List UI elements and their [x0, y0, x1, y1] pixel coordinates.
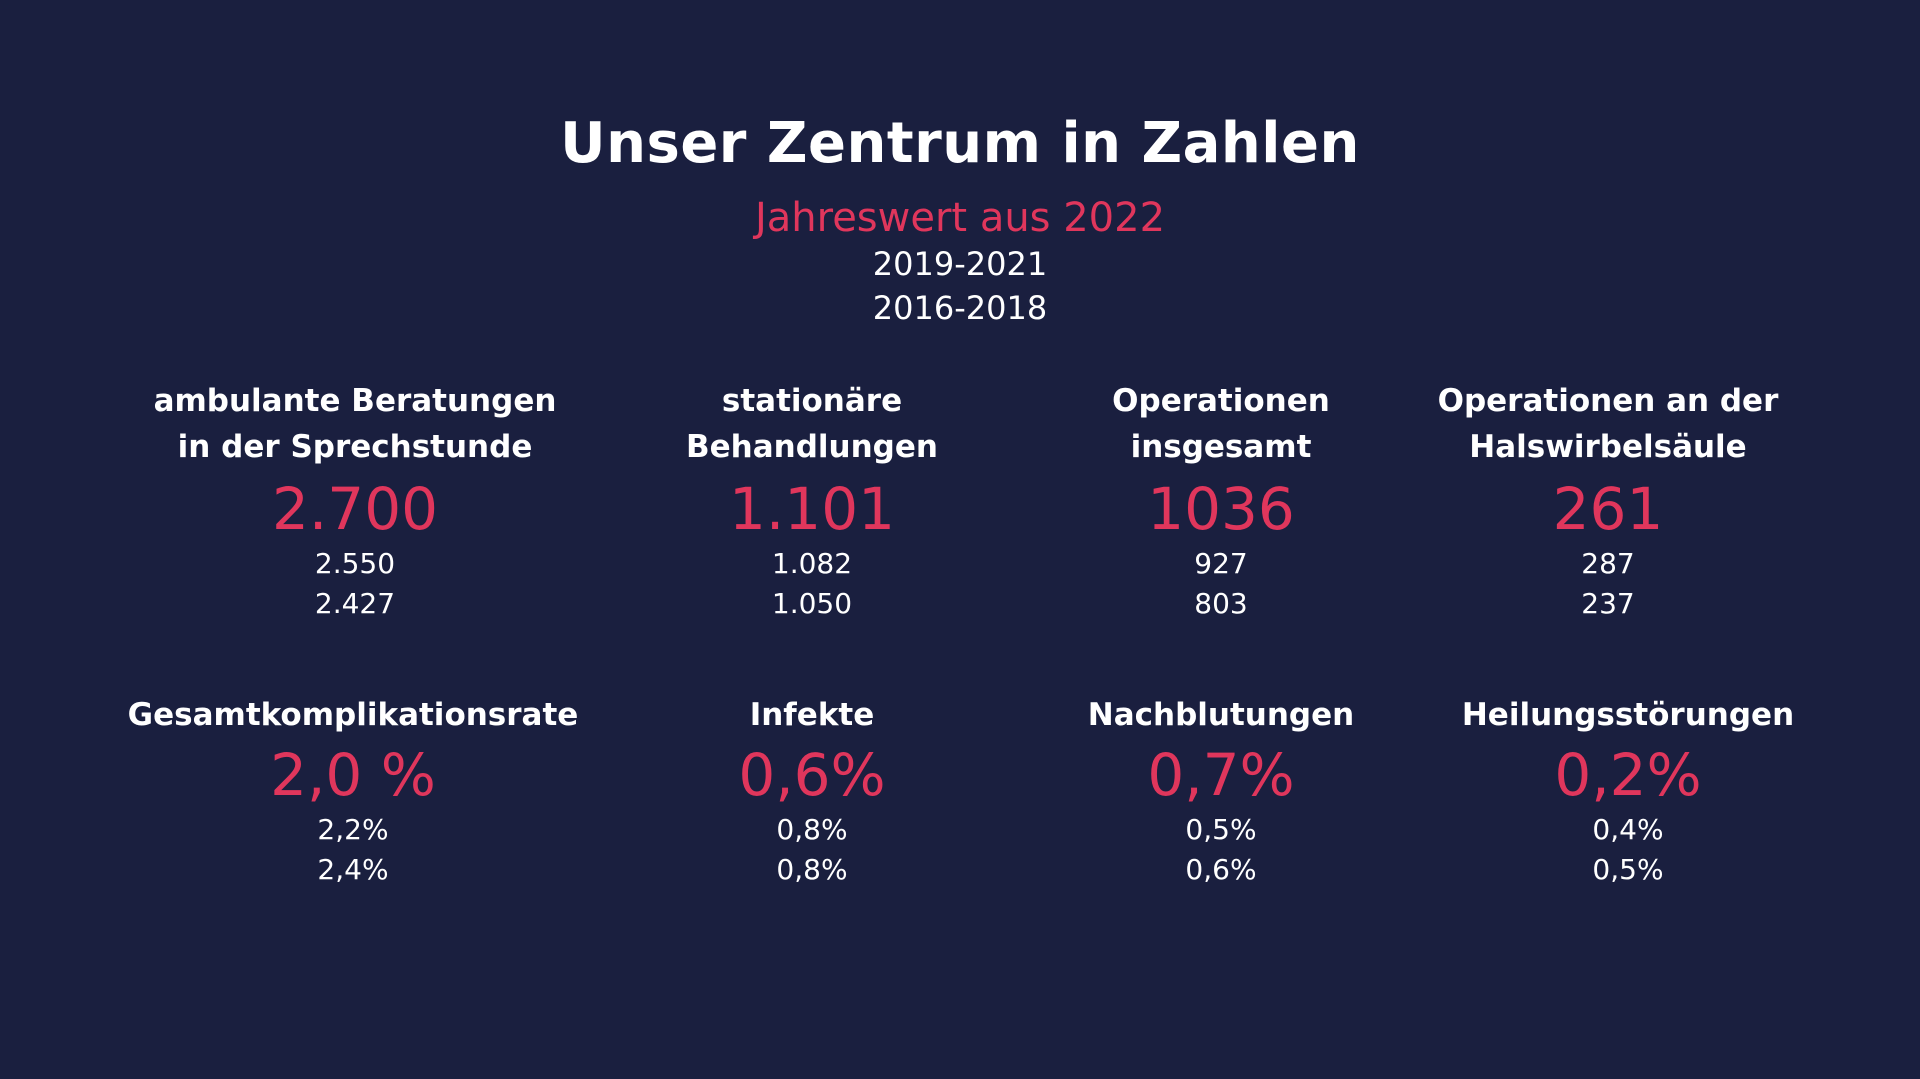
stat-label: Operationen insgesamt — [991, 378, 1451, 470]
stat-value-2016-2018: 237 — [1581, 587, 1635, 620]
stat-value-2022: 0,6% — [738, 741, 886, 809]
stat-value-2022: 2.700 — [271, 475, 439, 543]
stat-value-2016-2018: 0,8% — [776, 853, 848, 886]
stat-value-2016-2018: 2,4% — [317, 853, 389, 886]
legend-current-year: Jahreswert aus 2022 — [754, 195, 1166, 241]
stat-value-2016-2018: 0,6% — [1185, 853, 1257, 886]
stat-value-2019-2021: 0,8% — [776, 813, 848, 846]
stat-value-2019-2021: 2.550 — [314, 547, 396, 580]
stat-value-2019-2021: 0,4% — [1592, 813, 1664, 846]
stat-label: Infekte — [749, 697, 875, 733]
stat-value-2016-2018: 2.427 — [314, 587, 396, 620]
stat-value-2016-2018: 803 — [1194, 587, 1248, 620]
stat-value-2016-2018: 0,5% — [1592, 853, 1664, 886]
stat-label-line: Operationen an der — [1437, 383, 1779, 419]
stat-card-gesamtkomplikationsrate: Gesamtkomplikationsrate 2,0 % 2,2% 2,4% — [123, 692, 583, 890]
stat-value-2022: 1.101 — [728, 475, 896, 543]
stat-value-2022: 2,0 % — [270, 741, 436, 809]
stat-value-2022: 0,2% — [1554, 741, 1702, 809]
stat-value-2019-2021: 287 — [1581, 547, 1635, 580]
page-title: Unser Zentrum in Zahlen — [560, 111, 1360, 176]
stat-label-line: stationäre — [721, 383, 903, 419]
stat-value-2019-2021: 1.082 — [771, 547, 853, 580]
stat-value-2019-2021: 927 — [1194, 547, 1248, 580]
legend: Jahreswert aus 2022 2019-2021 2016-2018 — [0, 194, 1920, 330]
stat-value-2022: 1036 — [1147, 475, 1295, 543]
header: Unser Zentrum in Zahlen Jahreswert aus 2… — [0, 108, 1920, 330]
stat-label: stationäre Behandlungen — [582, 378, 1042, 470]
stat-label-line: ambulante Beratungen — [153, 383, 557, 419]
stat-card-heilungsstoerungen: Heilungsstörungen 0,2% 0,4% 0,5% — [1398, 692, 1858, 890]
stat-label-line: insgesamt — [1130, 429, 1312, 465]
stat-value-2019-2021: 0,5% — [1185, 813, 1257, 846]
stat-value-2019-2021: 2,2% — [317, 813, 389, 846]
stat-label: Heilungsstörungen — [1461, 697, 1795, 733]
stat-label: Gesamtkomplikationsrate — [127, 697, 579, 733]
stat-card-infekte: Infekte 0,6% 0,8% 0,8% — [582, 692, 1042, 890]
stat-label: Nachblutungen — [1087, 697, 1355, 733]
legend-period-2019-2021: 2019-2021 — [872, 245, 1048, 283]
stat-value-2022: 261 — [1552, 475, 1664, 543]
stat-card-stationaere-behandlungen: stationäre Behandlungen 1.101 1.082 1.05… — [582, 378, 1042, 624]
stat-value-2016-2018: 1.050 — [771, 587, 853, 620]
stat-card-operationen-insgesamt: Operationen insgesamt 1036 927 803 — [991, 378, 1451, 624]
stat-label-line: Behandlungen — [686, 429, 938, 465]
stat-card-operationen-halswirbelsaeule: Operationen an der Halswirbelsäule 261 2… — [1378, 378, 1838, 624]
stat-label: Operationen an der Halswirbelsäule — [1378, 378, 1838, 470]
stat-label: ambulante Beratungen in der Sprechstunde — [125, 378, 585, 470]
stat-label-line: Operationen — [1112, 383, 1330, 419]
stat-value-2022: 0,7% — [1147, 741, 1295, 809]
stat-label-line: Halswirbelsäule — [1469, 429, 1747, 465]
stat-label-line: in der Sprechstunde — [177, 429, 533, 465]
stat-card-ambulante-beratungen: ambulante Beratungen in der Sprechstunde… — [125, 378, 585, 624]
legend-period-2016-2018: 2016-2018 — [872, 289, 1048, 327]
stat-card-nachblutungen: Nachblutungen 0,7% 0,5% 0,6% — [991, 692, 1451, 890]
